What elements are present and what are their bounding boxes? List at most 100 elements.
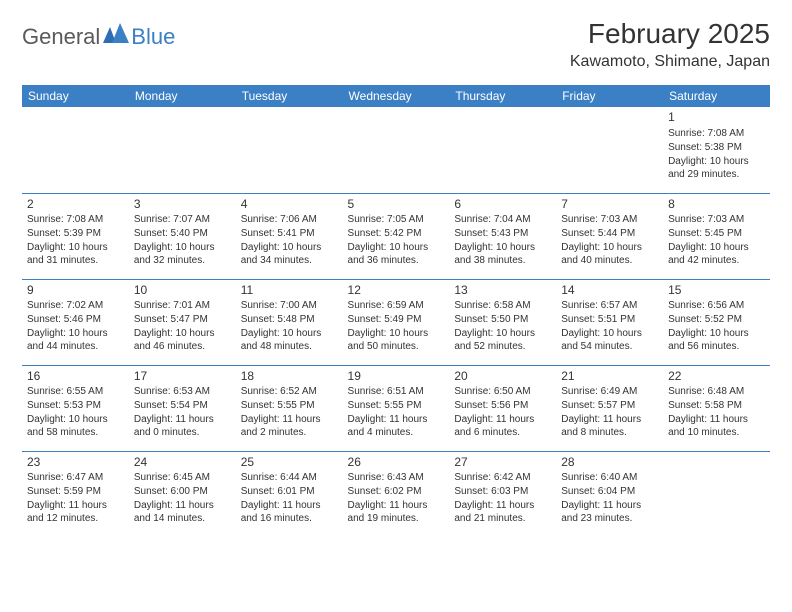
calendar-cell: 28Sunrise: 6:40 AMSunset: 6:04 PMDayligh… — [556, 451, 663, 537]
sunrise-value: Sunrise: 6:53 AM — [134, 385, 231, 398]
title-block: February 2025 Kawamoto, Shimane, Japan — [570, 18, 770, 71]
weekday-header-row: Sunday Monday Tuesday Wednesday Thursday… — [22, 85, 770, 107]
calendar-row: 16Sunrise: 6:55 AMSunset: 5:53 PMDayligh… — [22, 365, 770, 451]
sunrise-value: Sunrise: 6:47 AM — [27, 471, 124, 484]
calendar-cell — [343, 107, 450, 193]
calendar-cell — [129, 107, 236, 193]
day-number: 26 — [348, 455, 445, 471]
sunset-value: Sunset: 5:39 PM — [27, 227, 124, 240]
sunset-value: Sunset: 5:46 PM — [27, 313, 124, 326]
day-number: 25 — [241, 455, 338, 471]
logo-text-blue: Blue — [131, 24, 175, 50]
day-number: 20 — [454, 369, 551, 385]
daylight-value: Daylight: 10 hours and 56 minutes. — [668, 327, 765, 353]
sunset-value: Sunset: 5:44 PM — [561, 227, 658, 240]
daylight-value: Daylight: 10 hours and 42 minutes. — [668, 241, 765, 267]
day-number: 5 — [348, 197, 445, 213]
sunrise-value: Sunrise: 7:00 AM — [241, 299, 338, 312]
daylight-value: Daylight: 10 hours and 34 minutes. — [241, 241, 338, 267]
sunset-value: Sunset: 5:51 PM — [561, 313, 658, 326]
sunrise-value: Sunrise: 6:56 AM — [668, 299, 765, 312]
calendar-cell: 1Sunrise: 7:08 AMSunset: 5:38 PMDaylight… — [663, 107, 770, 193]
sunrise-value: Sunrise: 7:02 AM — [27, 299, 124, 312]
sunset-value: Sunset: 5:45 PM — [668, 227, 765, 240]
logo: General Blue — [22, 24, 175, 50]
daylight-value: Daylight: 11 hours and 8 minutes. — [561, 413, 658, 439]
calendar-cell: 18Sunrise: 6:52 AMSunset: 5:55 PMDayligh… — [236, 365, 343, 451]
calendar-cell: 25Sunrise: 6:44 AMSunset: 6:01 PMDayligh… — [236, 451, 343, 537]
day-number: 18 — [241, 369, 338, 385]
sunrise-value: Sunrise: 7:01 AM — [134, 299, 231, 312]
calendar-cell: 11Sunrise: 7:00 AMSunset: 5:48 PMDayligh… — [236, 279, 343, 365]
daylight-value: Daylight: 11 hours and 0 minutes. — [134, 413, 231, 439]
sunrise-value: Sunrise: 6:45 AM — [134, 471, 231, 484]
sunset-value: Sunset: 5:50 PM — [454, 313, 551, 326]
calendar-row: 9Sunrise: 7:02 AMSunset: 5:46 PM Daylight… — [22, 279, 770, 365]
calendar-cell: 8Sunrise: 7:03 AMSunset: 5:45 PMDaylight… — [663, 193, 770, 279]
sunrise-value: Sunrise: 6:59 AM — [348, 299, 445, 312]
calendar-cell: 2Sunrise: 7:08 AMSunset: 5:39 PMDaylight… — [22, 193, 129, 279]
weekday-header: Wednesday — [343, 85, 450, 107]
daylight-value: Daylight: 10 hours and 40 minutes. — [561, 241, 658, 267]
sunset-value: Sunset: 5:59 PM — [27, 485, 124, 498]
day-number: 9 — [27, 283, 124, 299]
logo-text-general: General — [22, 24, 100, 50]
calendar-cell: 22Sunrise: 6:48 AMSunset: 5:58 PMDayligh… — [663, 365, 770, 451]
sunset-value: Sunset: 5:53 PM — [27, 399, 124, 412]
sunset-value: Sunset: 5:48 PM — [241, 313, 338, 326]
sunrise-value: Sunrise: 6:44 AM — [241, 471, 338, 484]
sunrise-value: Sunrise: 7:08 AM — [27, 213, 124, 226]
daylight-value: Daylight: 11 hours and 12 minutes. — [27, 499, 124, 525]
daylight-value: Daylight: 11 hours and 16 minutes. — [241, 499, 338, 525]
daylight-value: Daylight: 11 hours and 6 minutes. — [454, 413, 551, 439]
calendar-cell: 4Sunrise: 7:06 AMSunset: 5:41 PMDaylight… — [236, 193, 343, 279]
day-number: 4 — [241, 197, 338, 213]
day-number: 16 — [27, 369, 124, 385]
calendar-row: 1Sunrise: 7:08 AMSunset: 5:38 PMDaylight… — [22, 107, 770, 193]
calendar-cell — [236, 107, 343, 193]
sunset-value: Sunset: 6:00 PM — [134, 485, 231, 498]
sunrise-value: Sunrise: 6:49 AM — [561, 385, 658, 398]
sunrise-value: Sunrise: 6:55 AM — [27, 385, 124, 398]
calendar-cell: 19Sunrise: 6:51 AMSunset: 5:55 PMDayligh… — [343, 365, 450, 451]
calendar-cell: 13Sunrise: 6:58 AMSunset: 5:50 PMDayligh… — [449, 279, 556, 365]
location-subtitle: Kawamoto, Shimane, Japan — [570, 53, 770, 71]
weekday-header: Sunday — [22, 85, 129, 107]
day-number: 10 — [134, 283, 231, 299]
sunrise-value: Sunrise: 7:08 AM — [668, 127, 765, 140]
sunrise-value: Sunrise: 7:07 AM — [134, 213, 231, 226]
sunset-value: Sunset: 5:43 PM — [454, 227, 551, 240]
sunset-value: Sunset: 5:56 PM — [454, 399, 551, 412]
header: General Blue February 2025 Kawamoto, Shi… — [22, 18, 770, 71]
daylight-value: Daylight: 11 hours and 4 minutes. — [348, 413, 445, 439]
day-number: 27 — [454, 455, 551, 471]
daylight-value: Daylight: 10 hours and 48 minutes. — [241, 327, 338, 353]
day-number: 2 — [27, 197, 124, 213]
calendar-cell: 20Sunrise: 6:50 AMSunset: 5:56 PMDayligh… — [449, 365, 556, 451]
sunset-value: Sunset: 5:41 PM — [241, 227, 338, 240]
sunrise-value: Sunrise: 6:52 AM — [241, 385, 338, 398]
day-number: 15 — [668, 283, 765, 299]
sunset-value: Sunset: 5:38 PM — [668, 141, 765, 154]
sunrise-value: Sunrise: 7:03 AM — [668, 213, 765, 226]
calendar-page: General Blue February 2025 Kawamoto, Shi… — [0, 0, 792, 555]
calendar-cell: 7Sunrise: 7:03 AMSunset: 5:44 PMDaylight… — [556, 193, 663, 279]
calendar-cell: 12Sunrise: 6:59 AMSunset: 5:49 PMDayligh… — [343, 279, 450, 365]
daylight-value: Daylight: 11 hours and 2 minutes. — [241, 413, 338, 439]
sunset-value: Sunset: 6:04 PM — [561, 485, 658, 498]
calendar-cell — [663, 451, 770, 537]
sunset-value: Sunset: 5:49 PM — [348, 313, 445, 326]
sunrise-value: Sunrise: 6:43 AM — [348, 471, 445, 484]
sunrise-value: Sunrise: 6:50 AM — [454, 385, 551, 398]
daylight-value: Daylight: 10 hours and 58 minutes. — [27, 413, 124, 439]
daylight-value: Daylight: 10 hours and 36 minutes. — [348, 241, 445, 267]
sunrise-value: Sunrise: 6:42 AM — [454, 471, 551, 484]
calendar-cell: 23Sunrise: 6:47 AMSunset: 5:59 PMDayligh… — [22, 451, 129, 537]
day-number: 13 — [454, 283, 551, 299]
day-number: 17 — [134, 369, 231, 385]
sunset-value: Sunset: 5:57 PM — [561, 399, 658, 412]
sunset-value: Sunset: 5:42 PM — [348, 227, 445, 240]
calendar-cell: 16Sunrise: 6:55 AMSunset: 5:53 PMDayligh… — [22, 365, 129, 451]
sunrise-value: Sunrise: 6:48 AM — [668, 385, 765, 398]
sunset-value: Sunset: 5:54 PM — [134, 399, 231, 412]
